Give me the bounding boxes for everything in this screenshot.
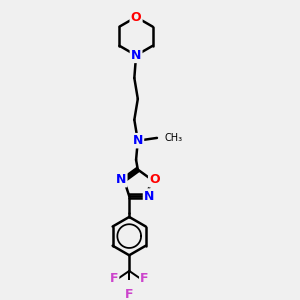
Text: F: F <box>125 288 134 300</box>
Text: N: N <box>131 49 141 62</box>
Text: N: N <box>144 190 154 202</box>
Text: N: N <box>133 134 143 147</box>
Text: F: F <box>140 272 149 285</box>
Text: O: O <box>149 173 160 186</box>
Text: F: F <box>110 272 118 285</box>
Text: CH₃: CH₃ <box>165 133 183 143</box>
Text: O: O <box>131 11 141 24</box>
Text: N: N <box>116 173 126 186</box>
